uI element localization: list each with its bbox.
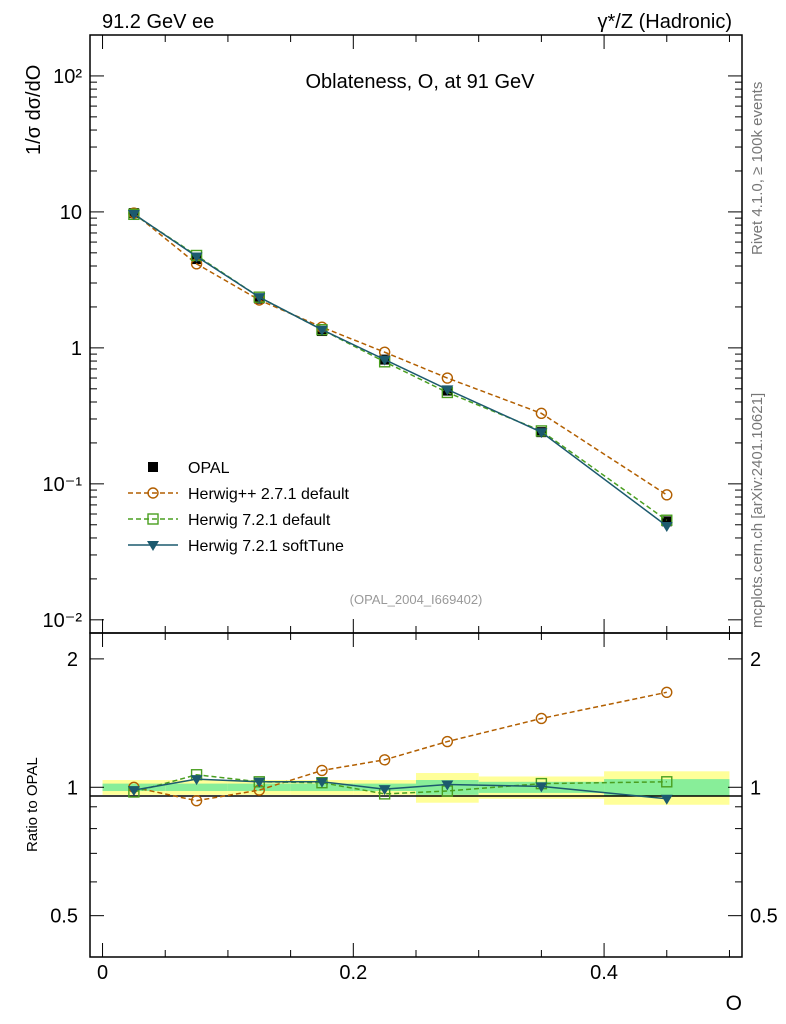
ratio-ticks: 0.5 0.5 1 1 2 2 0 0.2 0.4 [50,633,778,984]
main-y-tick-label: 10 [60,202,82,224]
x-tick-label: 0.4 [590,962,618,984]
main-y-tick-label: 10² [53,66,82,88]
ratio-point-herwig-2-7-1-default [378,754,391,766]
ratio-line-herwig-7-2-1-default [133,773,667,795]
main-point-herwig-7-2-1-softtune [660,521,673,532]
legend-label: Herwig 7.2.1 default [188,512,331,529]
legend-marker [148,462,158,472]
main-line-herwig-7-2-1-default [133,213,668,521]
main-point-herwig-7-2-1-softtune [127,210,140,221]
ratio-point-herwig-7-2-1-softtune [190,775,203,786]
legend-marker [147,541,159,551]
header-right: γ*/Z (Hadronic) [598,11,732,33]
ratio-point-herwig-7-2-1-softtune [253,777,266,788]
ratio-point-herwig-7-2-1-softtune [660,794,673,805]
legend-label: Herwig 7.2.1 softTune [188,538,344,555]
legend-marker [147,513,159,525]
ratio-point-herwig-7-2-1-softtune [378,785,391,796]
ratio-y-tick-label-left: 0.5 [50,906,78,928]
rivet-label: Rivet 4.1.0, ≥ 100k events [749,82,766,255]
main-point-herwig-7-2-1-softtune [190,252,203,263]
legend-marker [147,487,159,499]
main-marks [127,207,673,532]
ratio-panel: 0.5 0.5 1 1 2 2 0 0.2 0.4 Ratio to OPAL O [24,632,778,1015]
main-point-herwig-7-2-1-softtune [378,355,391,366]
legend: OPAL Herwig++ 2.7.1 default Herwig 7.2.1 d… [128,460,350,555]
ratio-y-tick-label-right: 0.5 [750,906,778,928]
main-point-opal [661,516,672,527]
ratio-point-herwig-2-7-1-default [535,712,548,725]
ratio-y-tick-label-left: 1 [67,777,78,799]
ratio-series-herwig-7-2-1-softtune [127,775,673,805]
main-point-herwig-2-7-1-default [535,407,548,420]
analysis-watermark: (OPAL_2004_I669402) [350,592,483,607]
main-point-herwig-7-2-1-softtune [315,325,328,336]
ratio-y-tick-label-right: 1 [750,777,761,799]
main-series-herwig-7-2-1-softtune [127,210,673,532]
ratio-line-herwig-2-7-1-default [133,691,667,802]
ratio-point-herwig-7-2-1-softtune [535,782,548,793]
mcplots-label: mcplots.cern.ch [arXiv:2401.10621] [749,393,766,628]
ratio-point-herwig-7-2-1-softtune [127,786,140,797]
main-ticks: 10⁻² 10⁻¹ 1 10 10² [43,34,742,633]
ratio-y-tick-label-left: 2 [67,649,78,671]
ratio-point-herwig-7-2-1-softtune [315,777,328,788]
main-line-herwig-7-2-1-softtune [133,213,668,527]
main-y-label: 1/σ dσ/dO [23,65,45,155]
ratio-point-herwig-2-7-1-default [441,735,454,748]
ratio-y-label: Ratio to OPAL [24,757,41,852]
main-series-herwig-2-7-1-default [128,207,673,501]
ratio-point-herwig-7-2-1-softtune [441,780,454,791]
x-tick-label: 0.2 [339,962,367,984]
ratio-point-herwig-2-7-1-default [661,686,673,698]
legend-entry-herwig-7-2-1-softtune: Herwig 7.2.1 softTune [128,538,344,555]
x-tick-label: 0 [97,962,108,984]
ratio-band-stat [165,783,228,792]
legend-entry-herwig-7-2-1-default: Herwig 7.2.1 default [128,512,331,529]
main-point-herwig-2-7-1-default [441,372,454,384]
legend-entry-herwig-2-7-1-default: Herwig++ 2.7.1 default [128,486,350,503]
main-y-tick-label: 10⁻² [43,610,83,632]
legend-label: OPAL [188,460,230,477]
x-axis-label: O [726,992,742,1015]
main-point-herwig-7-2-1-softtune [253,293,266,304]
main-point-herwig-7-2-1-softtune [441,385,454,396]
chart-title: Oblateness, O, at 91 GeV [305,71,535,93]
legend-label: Herwig++ 2.7.1 default [188,486,350,503]
main-point-herwig-7-2-1-softtune [535,428,548,439]
main-point-herwig-2-7-1-default [661,489,673,501]
main-y-tick-label: 10⁻¹ [43,474,83,496]
ratio-y-tick-label-right: 2 [750,649,761,671]
ratio-marks [127,686,673,807]
main-y-tick-label: 1 [71,338,82,360]
ratio-point-herwig-2-7-1-default [190,795,203,807]
ratio-line-herwig-7-2-1-softtune [133,778,667,800]
ratio-point-herwig-2-7-1-default [316,764,328,777]
header-left: 91.2 GeV ee [102,11,214,33]
legend-entry-opal: OPAL [148,460,230,477]
ratio-series-herwig-2-7-1-default [128,686,673,807]
ratio-point-herwig-7-2-1-default [661,776,673,788]
main-line-herwig-2-7-1-default [133,212,668,496]
